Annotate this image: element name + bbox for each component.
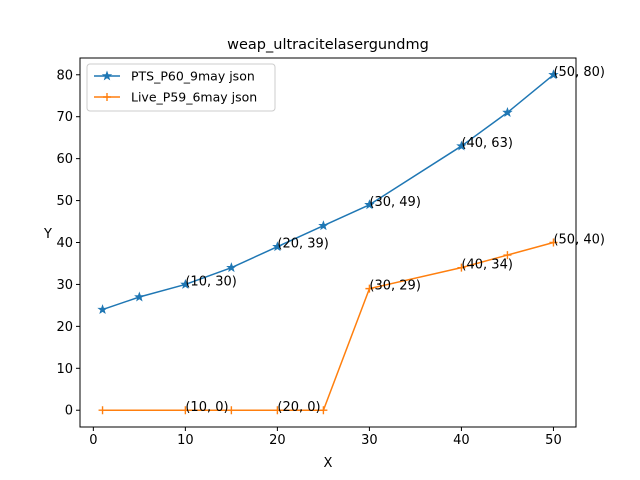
y-tick-label: 10 [56,362,73,377]
y-tick-label: 40 [56,236,73,251]
data-point [503,251,512,260]
data-point [548,69,559,80]
data-point [365,284,374,293]
legend-box [86,63,276,112]
data-label: (20, 39) [277,237,329,252]
data-point [502,107,513,117]
legend-marker [101,70,113,81]
series-2 [98,238,558,415]
data-label: (20, 0) [277,400,320,415]
x-tick-label: 40 [453,433,470,448]
x-tick-label: 30 [361,433,378,448]
legend-label: PTS_P60_9may json [131,69,255,84]
data-point [364,199,375,210]
legend: PTS_P60_9may json Live_P59_6may json [86,63,276,112]
chart-title: weap_ultracitelasergundmg [227,37,429,53]
legend-marker [103,93,111,101]
data-label: (40, 34) [461,258,512,273]
x-axis-title: X [324,456,333,471]
x-tick-label: 20 [269,433,286,448]
y-axis-title: Y [43,227,52,242]
data-label: (50, 80) [553,65,605,80]
y-tick-label: 0 [65,404,73,419]
series-1 [97,69,559,315]
data-point [457,263,466,272]
y-tick-label: 70 [56,110,73,125]
data-label: (10, 30) [185,274,237,289]
y-tick-label: 50 [56,194,73,209]
y-tick-label: 30 [56,278,73,293]
series-line [102,74,554,311]
x-tick-label: 0 [89,433,97,448]
plot-area: (10, 30) (20, 39) (30, 49) (40, 63) (50, 80)… [97,65,605,415]
y-tick-label: 60 [56,152,73,167]
data-point [180,278,191,289]
data-label: (30, 49) [369,195,421,210]
data-label: (40, 63) [461,136,512,151]
data-point [319,406,328,415]
data-point [456,140,467,151]
y-tick-label: 20 [56,320,73,335]
data-point [272,241,283,252]
data-label: (30, 29) [369,279,421,294]
data-point [318,220,329,231]
data-point [134,291,145,302]
data-point [273,406,282,415]
data-point [549,238,558,247]
x-tick-label: 10 [177,433,194,448]
data-point [98,406,107,415]
data-point [181,406,190,415]
legend-label: Live_P59_6may json [131,90,257,105]
data-label: (10, 0) [185,400,228,415]
x-tick-label: 50 [545,433,562,448]
data-point [227,406,236,415]
data-label: (50, 40) [553,233,605,248]
data-point [97,304,108,315]
axes: 0 10 20 30 40 50 0 10 20 30 40 50 60 70 80 [56,68,561,448]
data-point [226,262,237,273]
y-tick-label: 80 [56,68,73,83]
